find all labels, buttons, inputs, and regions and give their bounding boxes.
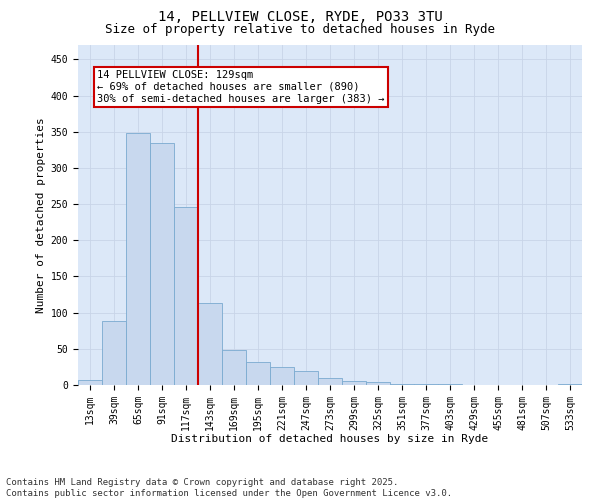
Bar <box>294 370 318 385</box>
Bar <box>150 142 174 385</box>
Bar <box>222 350 246 385</box>
Text: Contains HM Land Registry data © Crown copyright and database right 2025.
Contai: Contains HM Land Registry data © Crown c… <box>6 478 452 498</box>
Y-axis label: Number of detached properties: Number of detached properties <box>37 117 46 313</box>
Bar <box>558 384 582 385</box>
Bar <box>198 304 222 385</box>
Bar <box>102 322 126 385</box>
Bar <box>366 382 390 385</box>
Bar <box>174 207 198 385</box>
Bar <box>318 378 342 385</box>
Bar <box>438 384 462 385</box>
X-axis label: Distribution of detached houses by size in Ryde: Distribution of detached houses by size … <box>172 434 488 444</box>
Text: 14, PELLVIEW CLOSE, RYDE, PO33 3TU: 14, PELLVIEW CLOSE, RYDE, PO33 3TU <box>158 10 442 24</box>
Bar <box>78 380 102 385</box>
Bar <box>390 384 414 385</box>
Bar <box>246 362 270 385</box>
Bar <box>126 134 150 385</box>
Bar <box>270 367 294 385</box>
Text: Size of property relative to detached houses in Ryde: Size of property relative to detached ho… <box>105 22 495 36</box>
Bar <box>342 382 366 385</box>
Bar <box>414 384 438 385</box>
Text: 14 PELLVIEW CLOSE: 129sqm
← 69% of detached houses are smaller (890)
30% of semi: 14 PELLVIEW CLOSE: 129sqm ← 69% of detac… <box>97 70 385 104</box>
